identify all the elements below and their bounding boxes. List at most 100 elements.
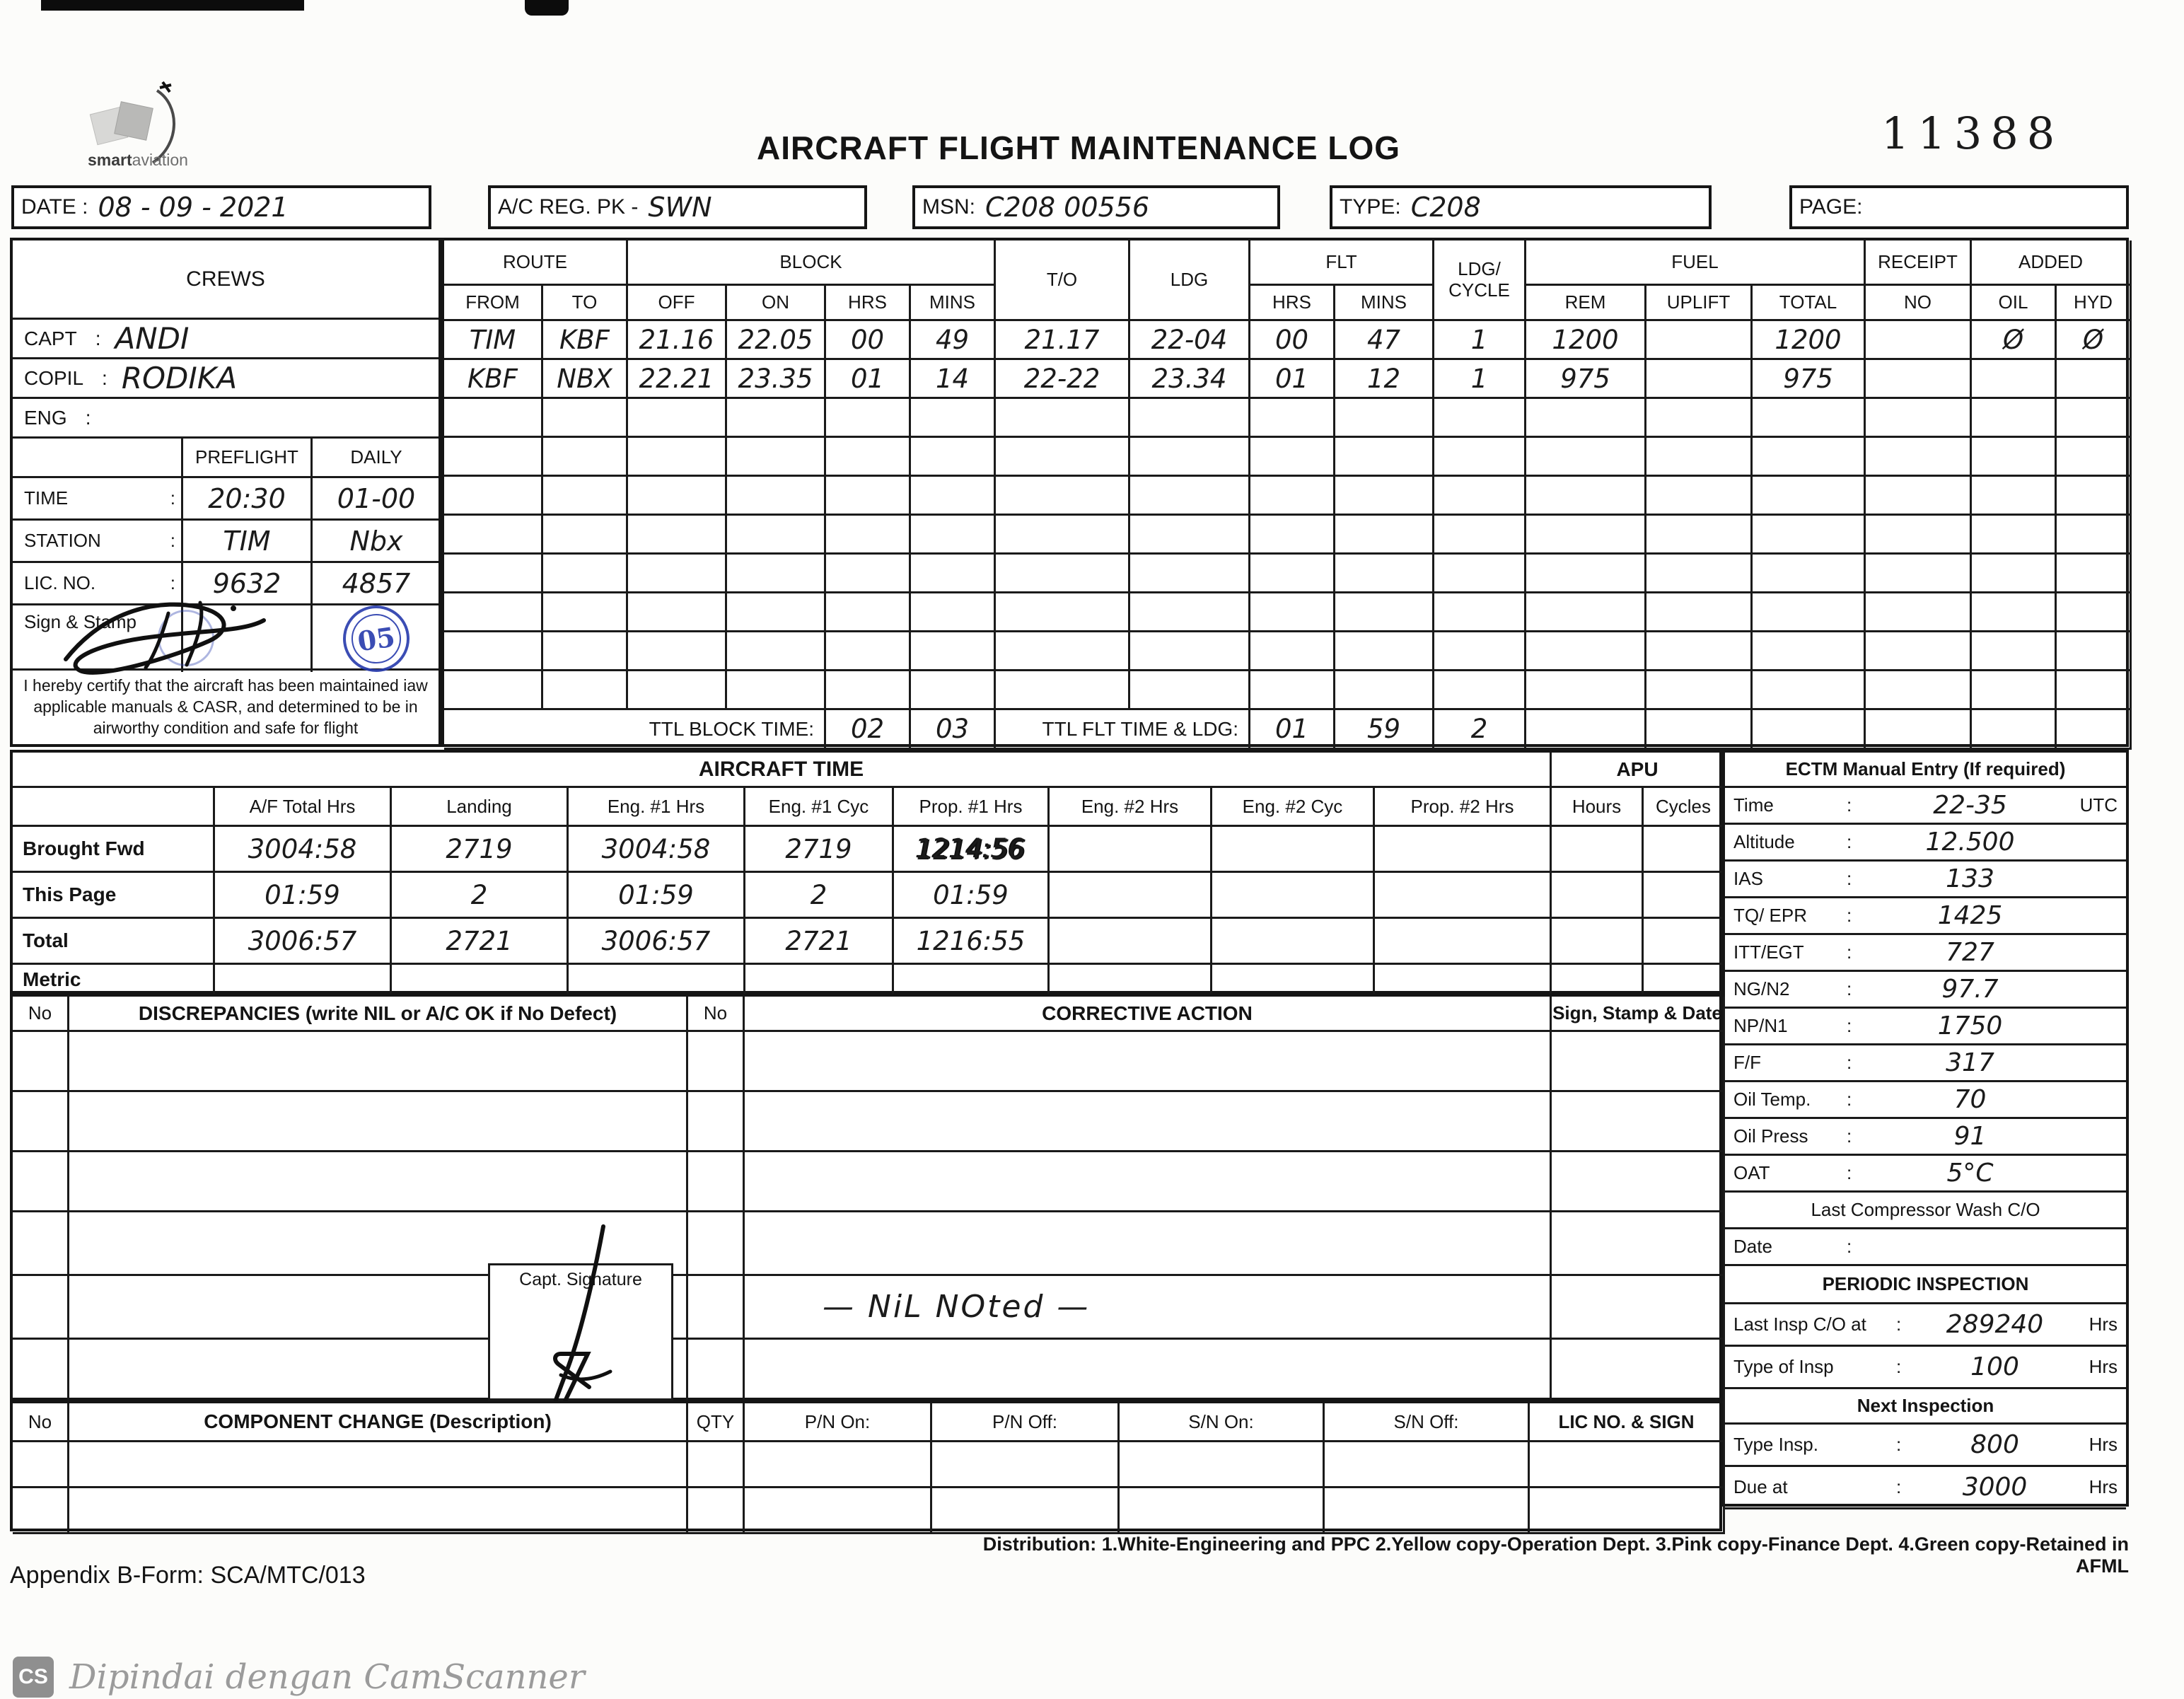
empty-cell: [911, 593, 996, 632]
empty-cell: [13, 1032, 69, 1092]
capt-row: CAPT : ANDI: [13, 320, 438, 359]
capt-label: CAPT: [24, 327, 77, 349]
ttl-flt-time-label: TTL FLT TIME & LDG:: [996, 710, 1250, 750]
periodic-label: Last Insp C/O at: [1733, 1314, 1866, 1335]
next-inspection-suffix: Hrs: [2089, 1476, 2118, 1497]
empty-cell: [1866, 555, 1972, 593]
logo-graphic: smartaviation: [88, 81, 188, 169]
hyd-header: HYD: [2057, 286, 2132, 321]
empty-cell: [69, 1276, 688, 1340]
empty-cell: [727, 593, 826, 632]
receipt-header: RECEIPT: [1866, 240, 1972, 286]
empty-cell: [1972, 438, 2057, 477]
empty-cell: [1335, 399, 1434, 438]
flight-cell-off: 22.21: [628, 360, 727, 399]
flight-cell-hyd: [2057, 360, 2132, 399]
flight-cell-flt_mins: 47: [1335, 321, 1434, 360]
at-value-cell: [1212, 873, 1375, 919]
empty-cell: [1526, 399, 1646, 438]
colon: :: [1896, 1434, 1902, 1455]
at-value-cell: [1212, 965, 1375, 997]
empty-cell: [1526, 671, 1646, 710]
empty-cell: [745, 1092, 1552, 1152]
flight-cell-to: NBX: [543, 360, 628, 399]
colon: :: [95, 327, 101, 349]
at-value-cell: [392, 965, 569, 997]
empty-cell: [444, 477, 543, 516]
column-header: Eng. #2 Cyc: [1212, 788, 1375, 827]
apu-cycles-cell: [1644, 965, 1725, 997]
discrepancies-table: No DISCREPANCIES (write NIL or A/C OK if…: [10, 994, 1725, 1403]
copil-value: RODIKA: [121, 361, 238, 395]
flight-cell-mins: 14: [911, 360, 996, 399]
empty-cell: [996, 555, 1130, 593]
empty-cell: [688, 1212, 745, 1276]
empty-cell: [1753, 710, 1866, 750]
type-value: C208: [1410, 192, 1481, 223]
empty-cell: [69, 1092, 688, 1152]
empty-cell: [1434, 632, 1526, 671]
column-header: Prop. #1 Hrs: [894, 788, 1050, 827]
empty-cell: [932, 1488, 1120, 1534]
empty-cell: [2057, 516, 2132, 555]
at-value-cell: 3006:57: [215, 919, 392, 965]
next-inspection-row: Type Insp.: 800 Hrs: [1725, 1425, 2126, 1467]
empty-cell: [1972, 632, 2057, 671]
empty-cell: [1250, 632, 1335, 671]
sign-stamp-date-header: Sign, Stamp & Date: [1552, 997, 1725, 1032]
empty-cell: [688, 1340, 745, 1403]
flight-cell-flt_mins: 12: [1335, 360, 1434, 399]
reg-value: SWN: [648, 192, 712, 223]
empty-cell: [745, 1488, 932, 1534]
empty-cell: [996, 438, 1130, 477]
msn-label: MSN:: [922, 195, 975, 219]
at-value-cell: [1375, 873, 1552, 919]
empty-cell: [13, 1212, 69, 1276]
empty-cell: [688, 1442, 745, 1488]
camscanner-icon: CS: [13, 1657, 54, 1698]
empty-cell: [1866, 516, 1972, 555]
at-value-cell: [1375, 919, 1552, 965]
colon: :: [1847, 941, 1852, 963]
empty-cell: [69, 1152, 688, 1212]
empty-cell: [1866, 593, 1972, 632]
compressor-wash-title: Last Compressor Wash C/O: [1725, 1193, 2126, 1229]
flight-cell-fuel_uplift: [1646, 321, 1753, 360]
ectm-label: Oil Press: [1733, 1125, 1808, 1147]
logo-text: smartaviation: [88, 151, 188, 169]
mins-header: MINS: [911, 286, 996, 321]
empty-cell: [2057, 671, 2132, 710]
empty-cell: [1434, 516, 1526, 555]
empty-cell: [727, 671, 826, 710]
at-value-cell: [215, 965, 392, 997]
faint-stamp-icon: [158, 610, 214, 666]
total-header: TOTAL: [1753, 286, 1866, 321]
next-inspection-value: 800: [1970, 1430, 2019, 1459]
empty-cell: [543, 632, 628, 671]
at-value-cell: 3004:58: [215, 827, 392, 873]
empty-cell: [1434, 671, 1526, 710]
flight-cell-fuel_uplift: [1646, 360, 1753, 399]
added-header: ADDED: [1972, 240, 2132, 286]
copil-row: COPIL : RODIKA: [13, 359, 438, 399]
apu-column-header: Hours: [1552, 788, 1644, 827]
empty-cell: [727, 438, 826, 477]
empty-cell: [2057, 632, 2132, 671]
row-label: Total: [13, 919, 215, 965]
disc-no-header: No: [13, 997, 69, 1032]
colon: :: [85, 406, 91, 429]
at-value-cell: [1050, 919, 1212, 965]
ectm-suffix: UTC: [2079, 794, 2118, 816]
empty-cell: [444, 555, 543, 593]
empty-cell: [727, 399, 826, 438]
empty-cell: [2057, 593, 2132, 632]
flight-cell-on: 23.35: [727, 360, 826, 399]
preflight-daily-header: PREFLIGHT DAILY: [13, 439, 438, 478]
station-row: STATION: TIM Nbx: [13, 521, 438, 563]
empty-cell: [1335, 632, 1434, 671]
msn-value: C208 00556: [985, 192, 1150, 223]
empty-cell: [628, 516, 727, 555]
empty-cell: [996, 516, 1130, 555]
colon: :: [1847, 978, 1852, 999]
empty-cell: [13, 1340, 69, 1403]
